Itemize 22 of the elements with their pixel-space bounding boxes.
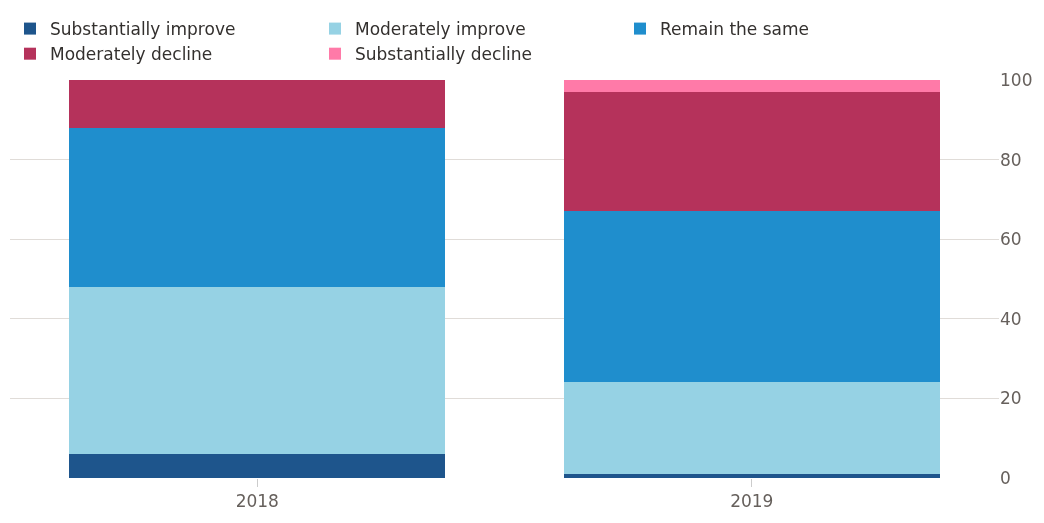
y-tick-label: 0 bbox=[1000, 467, 1011, 488]
y-tick-label: 80 bbox=[1000, 149, 1022, 170]
bar bbox=[563, 91, 940, 212]
legend-label: Substantially improve bbox=[50, 19, 236, 40]
y-tick-label: 100 bbox=[1000, 69, 1033, 90]
y-tick-label: 60 bbox=[1000, 229, 1022, 250]
legend-label: Remain the same bbox=[660, 19, 809, 40]
legend-label: Moderately decline bbox=[50, 44, 213, 65]
bar bbox=[69, 454, 446, 478]
bar bbox=[563, 80, 940, 92]
x-tick-label: 2019 bbox=[730, 491, 774, 512]
x-tick-label: 2018 bbox=[235, 491, 279, 512]
bar bbox=[69, 286, 446, 455]
legend-label: Moderately improve bbox=[355, 19, 526, 40]
y-tick-label: 20 bbox=[1000, 388, 1022, 409]
bar bbox=[563, 474, 940, 478]
legend-label: Substantially decline bbox=[355, 44, 533, 65]
y-tick-label: 40 bbox=[1000, 308, 1022, 329]
bar bbox=[563, 211, 940, 383]
bar bbox=[563, 382, 940, 475]
bar bbox=[69, 80, 446, 128]
bar bbox=[69, 127, 446, 287]
